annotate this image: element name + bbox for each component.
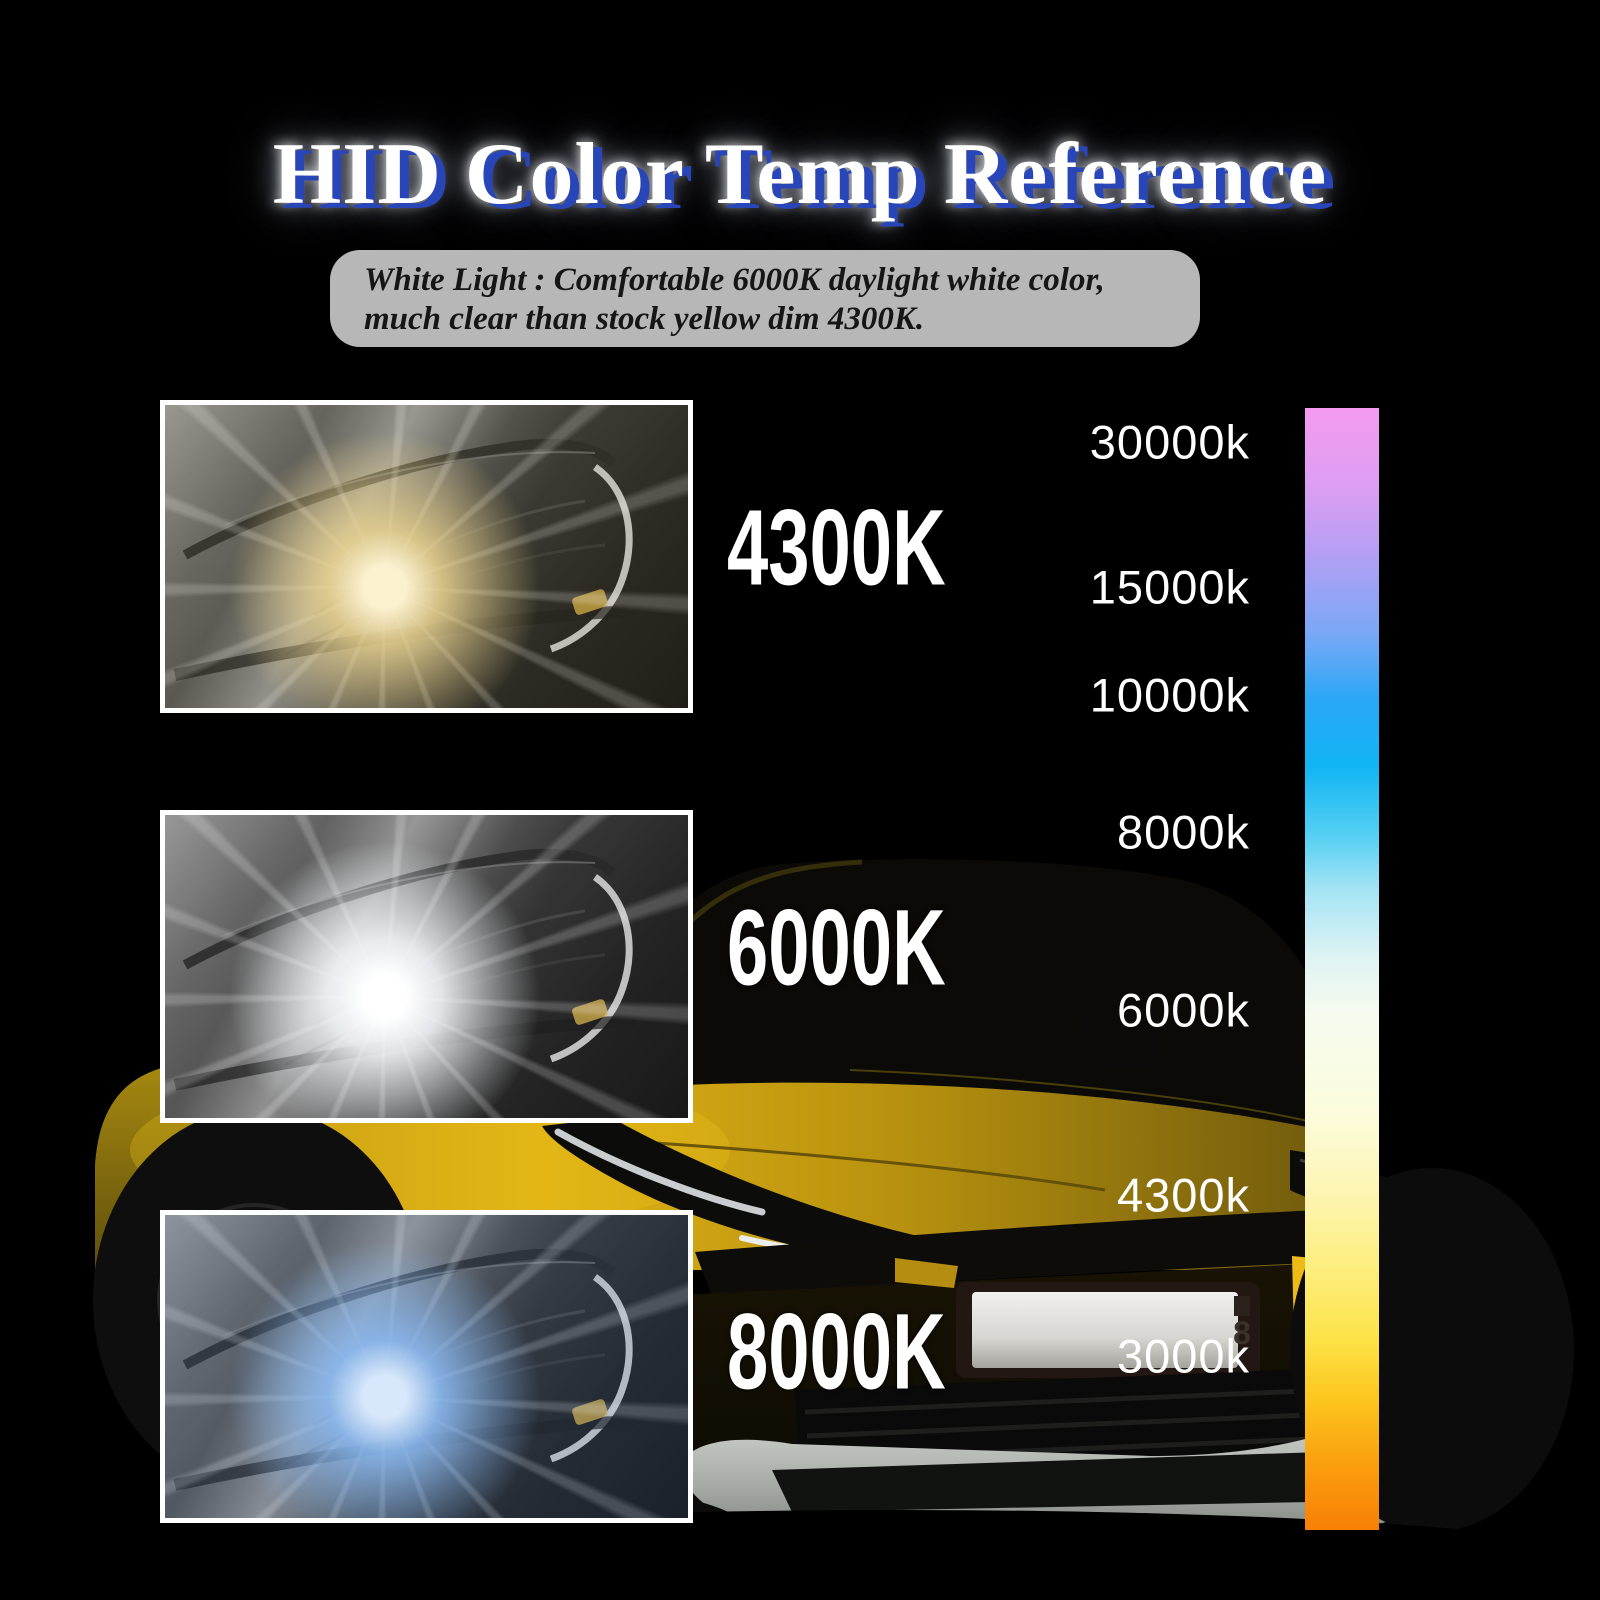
color-temperature-gradient-bar xyxy=(1305,408,1379,1530)
headlight-photo-6000k xyxy=(160,810,693,1123)
car-headlight-left xyxy=(542,1118,941,1268)
photo-color-cast xyxy=(165,815,688,1118)
photo-color-cast xyxy=(165,1215,688,1518)
scale-tick-15000k: 15000k xyxy=(1089,560,1250,614)
scale-tick-30000k: 30000k xyxy=(1089,415,1250,469)
description-line-1: White Light : Comfortable 6000K daylight… xyxy=(364,262,1105,298)
kelvin-label-4300k: 4300K xyxy=(727,487,946,609)
headlight-photo-8000k xyxy=(160,1210,693,1523)
photo-starburst xyxy=(165,405,688,708)
car-side-mirror xyxy=(1073,998,1163,1070)
scale-tick-4300k: 4300k xyxy=(1116,1168,1250,1222)
car-illustration: 8 xyxy=(0,859,1600,1600)
scale-tick-8000k: 8000k xyxy=(1116,805,1250,859)
photo-starburst xyxy=(165,815,688,1118)
page-title: HID Color Temp Reference xyxy=(272,126,1328,223)
car-plate-glyph: 8 xyxy=(1233,1315,1251,1351)
photo-color-cast xyxy=(165,405,688,708)
kelvin-label-6000k: 6000K xyxy=(727,887,946,1009)
photo-starburst xyxy=(165,1215,688,1518)
description-line-2: much clear than stock yellow dim 4300K. xyxy=(364,301,925,337)
car-grille xyxy=(695,1210,1332,1296)
headlight-photo-4300k xyxy=(160,400,693,713)
car-license-plate xyxy=(972,1292,1238,1368)
kelvin-label-8000k: 8000K xyxy=(727,1291,946,1413)
car-windshield xyxy=(600,859,1346,1135)
description-box: White Light : Comfortable 6000K daylight… xyxy=(330,250,1200,347)
scale-tick-6000k: 6000k xyxy=(1116,983,1250,1037)
scale-tick-3000k: 3000k xyxy=(1116,1329,1250,1383)
scale-tick-10000k: 10000k xyxy=(1089,668,1250,722)
